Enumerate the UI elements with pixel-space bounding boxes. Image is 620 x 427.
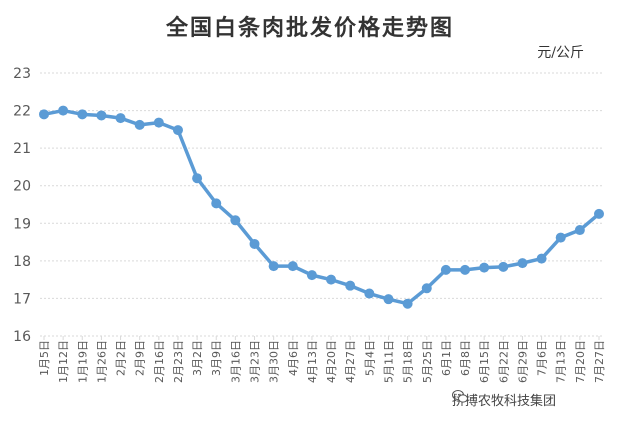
x-tick-label: 4月20日 [325, 340, 338, 383]
data-point [172, 125, 183, 136]
data-point [211, 198, 222, 209]
y-tick-label: 20 [13, 179, 31, 195]
x-tick-label: 6月22日 [497, 340, 510, 383]
data-point [115, 113, 126, 124]
data-point [574, 225, 585, 236]
data-point [498, 261, 509, 272]
data-point [594, 208, 604, 219]
grid-lines [40, 72, 603, 337]
x-tick-label: 7月6日 [536, 340, 549, 376]
x-tick-label: 3月30日 [268, 340, 281, 383]
data-point [39, 109, 49, 120]
data-point [383, 294, 394, 305]
unit-label: 元/公斤 [537, 45, 584, 61]
x-axis: 1月5日 1月12日 1月19日 1月26日 2月2日 2月9日 2月16日 2月23日 3月2… [38, 336, 606, 383]
data-point [421, 283, 432, 294]
x-tick-label: 2月9日 [134, 340, 147, 376]
y-tick-label: 23 [13, 66, 31, 82]
y-tick-label: 19 [13, 216, 31, 232]
x-tick-label: 5月18日 [402, 340, 415, 383]
x-tick-label: 2月2日 [115, 340, 128, 376]
x-tick-label: 5月11日 [382, 340, 395, 383]
data-point [517, 258, 528, 269]
chart-title: 全国白条肉批发价格走势图 [165, 15, 454, 41]
series-polyline [43, 108, 601, 306]
data-point [230, 215, 241, 226]
y-axis: 16 17 18 19 20 21 22 23 [13, 66, 31, 345]
data-point [402, 298, 413, 309]
x-tick-label: 1月26日 [95, 340, 108, 383]
y-tick-label: 21 [13, 141, 31, 157]
data-point [479, 262, 490, 273]
x-tick-label: 6月1日 [440, 340, 453, 376]
x-tick-label: 2月16日 [153, 340, 166, 383]
x-tick-label: 7月27日 [593, 340, 606, 383]
x-tick-label: 4月6日 [287, 340, 300, 376]
data-point [306, 270, 317, 281]
data-point [58, 105, 69, 116]
x-tick-label: 5月4日 [363, 340, 376, 376]
y-tick-label: 17 [13, 291, 31, 307]
data-point [77, 109, 88, 120]
data-point [440, 264, 451, 275]
x-tick-label: 3月2日 [191, 340, 204, 376]
y-tick-label: 18 [13, 254, 31, 270]
x-tick-label: 1月19日 [76, 340, 89, 383]
data-point [364, 288, 375, 299]
x-tick-label: 5月25日 [421, 340, 434, 383]
data-point [192, 173, 203, 184]
data-point [536, 253, 547, 264]
x-tick-label: 6月15日 [478, 340, 491, 383]
data-point [555, 232, 566, 243]
wechat-icon [452, 390, 468, 403]
x-tick-label: 4月13日 [306, 340, 319, 383]
x-tick-label: 4月27日 [344, 340, 357, 383]
x-tick-label: 1月12日 [57, 340, 70, 383]
data-point [153, 117, 164, 128]
series-line [39, 105, 604, 309]
watermark: 拼搏农牧科技集团 [452, 390, 556, 409]
y-tick-label: 22 [13, 104, 31, 120]
data-point [249, 238, 260, 249]
x-tick-label: 3月16日 [229, 340, 242, 383]
x-tick-label: 1月5日 [38, 340, 51, 376]
x-tick-label: 3月9日 [210, 340, 223, 376]
x-tick-label: 2月23日 [172, 340, 185, 383]
data-point [287, 261, 298, 272]
watermark-text: 拼搏农牧科技集团 [452, 394, 557, 409]
data-point [345, 280, 356, 291]
x-tick-label: 3月23日 [249, 340, 262, 383]
data-point [96, 110, 107, 121]
x-tick-label: 7月20日 [574, 340, 587, 383]
x-tick-label: 6月8日 [459, 340, 472, 376]
x-tick-label: 7月13日 [555, 340, 568, 383]
data-point [134, 119, 145, 130]
data-point [326, 274, 337, 285]
y-tick-label: 16 [13, 329, 31, 345]
x-tick-label: 6月29日 [516, 340, 529, 383]
data-point [268, 261, 279, 272]
data-point [460, 264, 471, 275]
